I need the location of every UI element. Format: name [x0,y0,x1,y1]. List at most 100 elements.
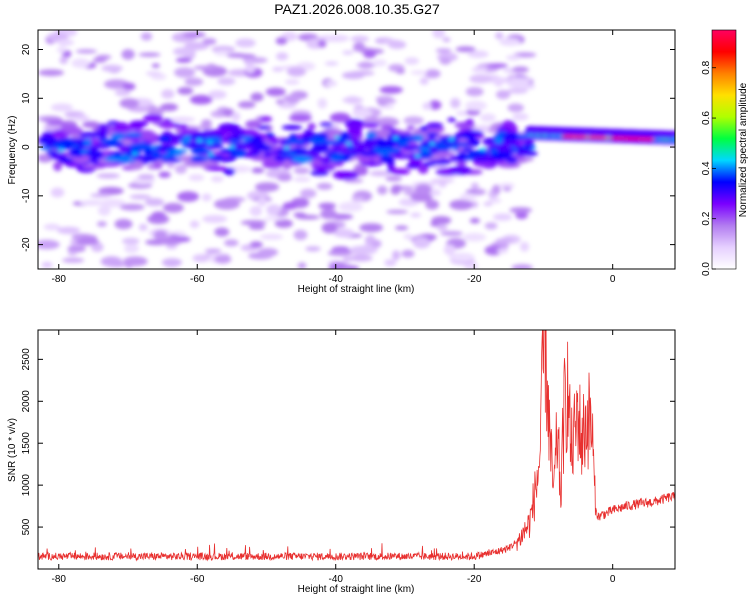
spectrogram-cell [342,256,354,262]
spectrogram-cell [473,162,493,167]
spectrogram-cell [456,160,467,168]
spectrogram-cell [145,71,162,76]
spectrogram-cell [204,248,222,253]
spectrogram-cell [187,141,206,148]
spectrogram-cell [404,136,418,141]
spectrogram-cell [174,164,187,174]
spectrogram-cell [418,146,431,153]
spectrogram-x-tick-label: -60 [190,274,205,285]
spectrogram-cell [305,246,321,252]
spectrogram-cell [160,103,179,112]
spectrogram-cell [441,140,459,145]
spectrogram-cell [38,154,53,163]
spectrogram-cell [110,132,126,140]
spectrogram-cell [401,249,415,258]
spectrogram-cell [204,142,224,149]
spectrogram-cell [153,230,168,240]
spectrogram-cell [190,157,205,163]
spectrogram-cell [136,129,156,140]
spectrogram-cell [511,264,533,269]
spectrogram-cell [468,150,491,156]
spectrogram-cell [122,256,148,267]
spectrogram-cell [79,200,106,206]
spectrogram-cell [162,154,171,160]
spectrogram-cell [385,175,402,182]
spectrogram-cell [289,147,309,154]
spectrogram-cell [345,141,352,146]
spectrogram-cell [308,137,329,144]
spectrogram-cell [138,52,161,57]
spectrogram-cell [96,173,121,179]
spectrogram-cell [100,198,126,208]
spectrogram-cell [516,149,526,157]
spectrogram-cell [92,130,108,138]
spectrogram-cell [329,112,351,123]
spectrogram-cell [465,109,481,116]
spectrogram-cell [439,57,451,65]
spectrogram-cell [407,146,417,152]
spectrogram-cell [138,223,148,231]
spectrogram-cell [465,189,476,194]
snr-x-tick-label: -60 [190,574,205,585]
spectrogram-cell [375,95,394,103]
spectrogram-cell [377,185,388,195]
spectrogram-cell [350,35,370,43]
spectrogram-cell [359,223,384,233]
spectrogram-cell [214,254,232,264]
spectrogram-cell [254,182,280,192]
snr-x-tick-label: -40 [329,574,344,585]
spectrogram-cell [129,194,151,200]
spectrogram-cell [217,77,236,86]
spectrogram-cell [384,259,397,267]
spectrogram-cell [578,135,587,138]
spectrogram-cell [480,113,496,122]
spectrogram-cell [278,103,297,109]
spectrogram-cell [324,61,339,66]
spectrogram-cell [58,148,65,152]
spectrogram-cell [157,135,172,143]
spectrogram-cell [98,205,111,216]
spectrogram-x-tick-label: -80 [52,274,67,285]
spectrogram-cell [293,167,310,175]
spectrogram-cell [300,188,317,199]
colorbar: 0.0 0.2 0.4 0.6 0.8 Normalized spectral ampl… [701,29,749,276]
spectrogram-cell [443,244,456,255]
spectrogram-cell [245,120,262,129]
spectrogram-cell [124,243,139,254]
colorbar-ticks: 0.0 0.2 0.4 0.6 0.8 [701,29,737,276]
spectrogram-cell [56,47,67,53]
snr-y-tick-label: 1000 [21,474,32,497]
spectrogram-cell [59,56,68,65]
spectrogram-cell [124,132,143,138]
spectrogram-cell [281,124,303,131]
spectrogram-cell [378,148,400,153]
spectrogram-x-tick-label: 0 [610,274,616,285]
spectrogram-y-tick-label: 10 [21,92,32,104]
spectrogram-cell [175,57,192,63]
colorbar-tick-label: 0.2 [701,211,712,225]
spectrogram-cell [375,117,400,128]
spectrogram-cell [57,39,75,46]
spectrogram-cell [165,244,178,250]
spectrogram-cell [342,50,354,55]
spectrogram-cell [352,109,373,118]
spectrogram-cell [207,140,214,144]
spectrogram-cell [53,161,63,172]
spectrogram-cell [121,49,135,60]
spectrogram-cell [226,53,248,58]
spectrogram-cell [100,256,123,267]
spectrogram-cell [161,89,175,99]
spectrogram-cell [459,192,477,201]
spectrogram-cell [75,238,100,246]
spectrogram-cell [81,163,106,170]
spectrogram-cell [276,52,289,61]
colorbar-tick-label: 0.8 [701,60,712,74]
spectrogram-cell [344,118,365,129]
spectrogram-cell [89,146,98,153]
spectrogram-cell [371,239,382,248]
spectrogram-cell [422,161,436,167]
spectrogram-panel: -80 -60 -40 -20 0 -20 -10 0 10 20 Height of stra… [7,29,676,295]
spectrogram-cell [480,147,487,151]
spectrogram-cell [75,49,98,54]
spectrogram-cell [67,250,78,256]
